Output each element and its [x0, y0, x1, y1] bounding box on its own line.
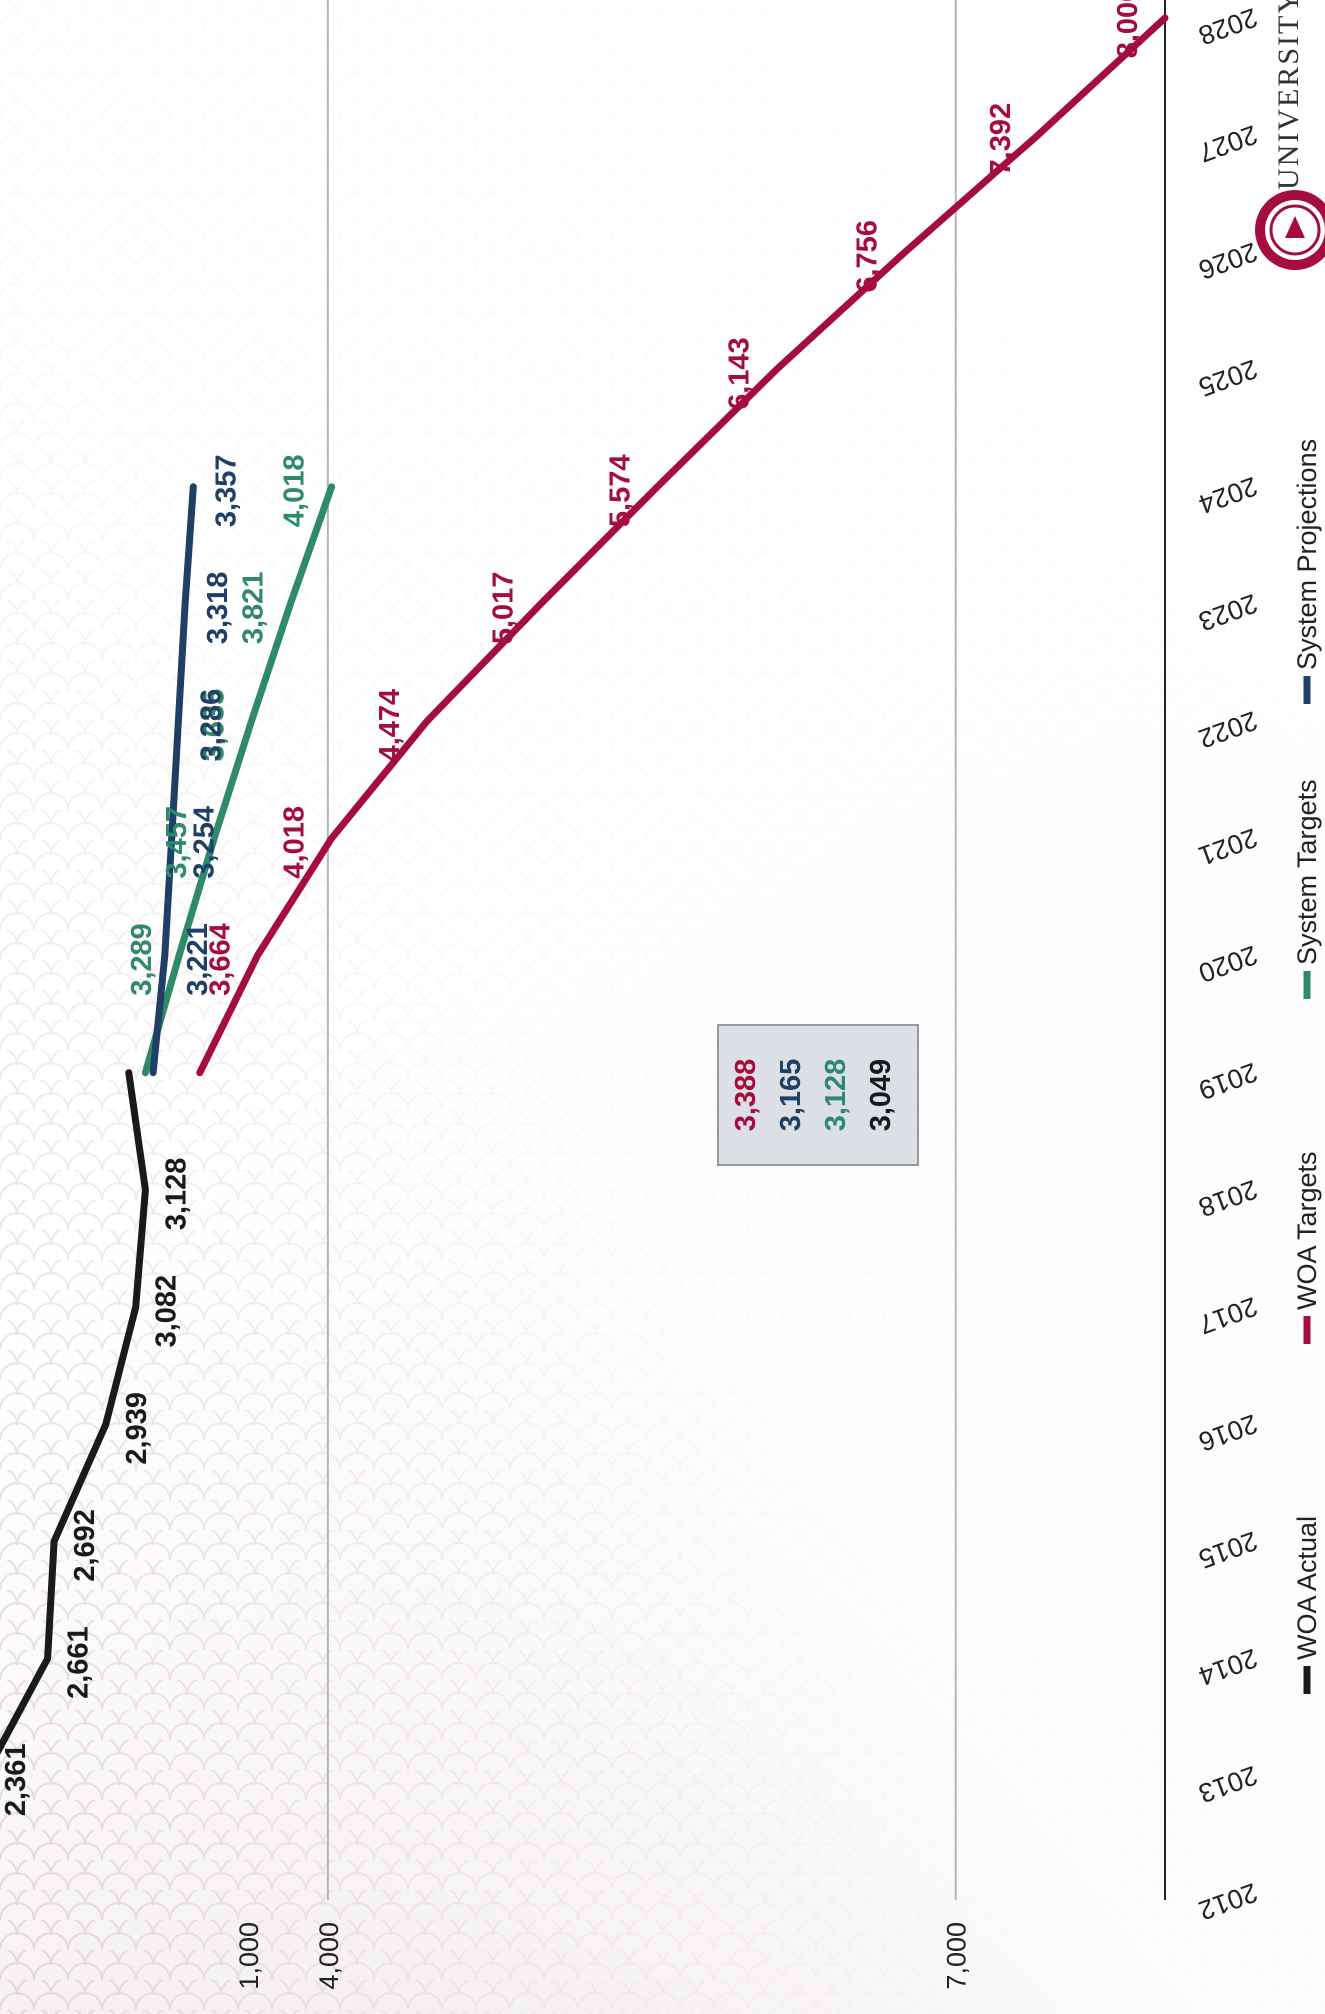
- data-label: 5,017: [488, 572, 520, 645]
- data-label: 3,821: [237, 572, 269, 645]
- series-line: [196, 14, 1169, 1077]
- data-label: 5,574: [604, 455, 636, 528]
- data-label: 3,318: [202, 572, 234, 645]
- series-line: [149, 483, 197, 1077]
- data-labels: 1,9972,3612,6612,6922,9393,0823,1283,049…: [0, 0, 1144, 1817]
- series-line: [0, 1069, 149, 1755]
- data-label: 6,756: [852, 220, 884, 293]
- legend-label: WOA Actual: [1292, 1516, 1322, 1660]
- legend: WOA Actual WOA Targets System Targets Syste…: [1292, 439, 1322, 1694]
- value-tick-label: 1,000: [234, 1922, 264, 1990]
- data-label: 2,361: [0, 1744, 32, 1817]
- university-logo: UNIVERSITY: [1255, 0, 1325, 270]
- data-label: 8,000: [1112, 0, 1144, 58]
- data-label: 4,474: [374, 689, 406, 762]
- data-label: 3,165: [775, 1059, 807, 1132]
- data-label: 3,635: [199, 689, 231, 762]
- data-label: 2,692: [69, 1509, 101, 1582]
- data-label: 4,018: [279, 455, 311, 528]
- data-label: 7,392: [985, 103, 1017, 176]
- logo-text: UNIVERSITY: [1272, 0, 1305, 190]
- data-label: 3,457: [161, 806, 193, 879]
- data-label: 3,289: [126, 923, 158, 996]
- data-label: 3,128: [160, 1158, 192, 1231]
- highlight-box: [717, 1024, 919, 1166]
- legend-label: WOA Targets: [1292, 1151, 1322, 1310]
- data-label: 3,082: [151, 1275, 183, 1348]
- gridlines: [326, 0, 957, 1900]
- data-label: 3,128: [820, 1059, 852, 1132]
- data-label: 3,664: [205, 923, 237, 996]
- data-label: 3,286: [195, 689, 227, 762]
- value-tick-label: 7,000: [942, 1922, 972, 1990]
- university-seal-icon: [1255, 190, 1325, 270]
- data-label: 3,221: [182, 923, 214, 996]
- data-label: 3,049: [865, 1059, 897, 1132]
- legend-label: System Projections: [1292, 439, 1322, 670]
- data-label: 2,661: [63, 1626, 95, 1699]
- data-label: 6,143: [723, 337, 755, 410]
- legend-label: System Targets: [1292, 779, 1322, 965]
- data-label: 4,018: [279, 806, 311, 879]
- data-label: 3,388: [730, 1059, 762, 1132]
- series-line: [141, 483, 336, 1077]
- data-label: 2,939: [121, 1392, 153, 1465]
- highlight-rect: [717, 1024, 919, 1166]
- series-lines: [0, 14, 1169, 1755]
- value-tick-label: 4,000: [314, 1922, 344, 1990]
- data-label: 3,357: [210, 455, 242, 528]
- data-label: 3,254: [189, 806, 221, 879]
